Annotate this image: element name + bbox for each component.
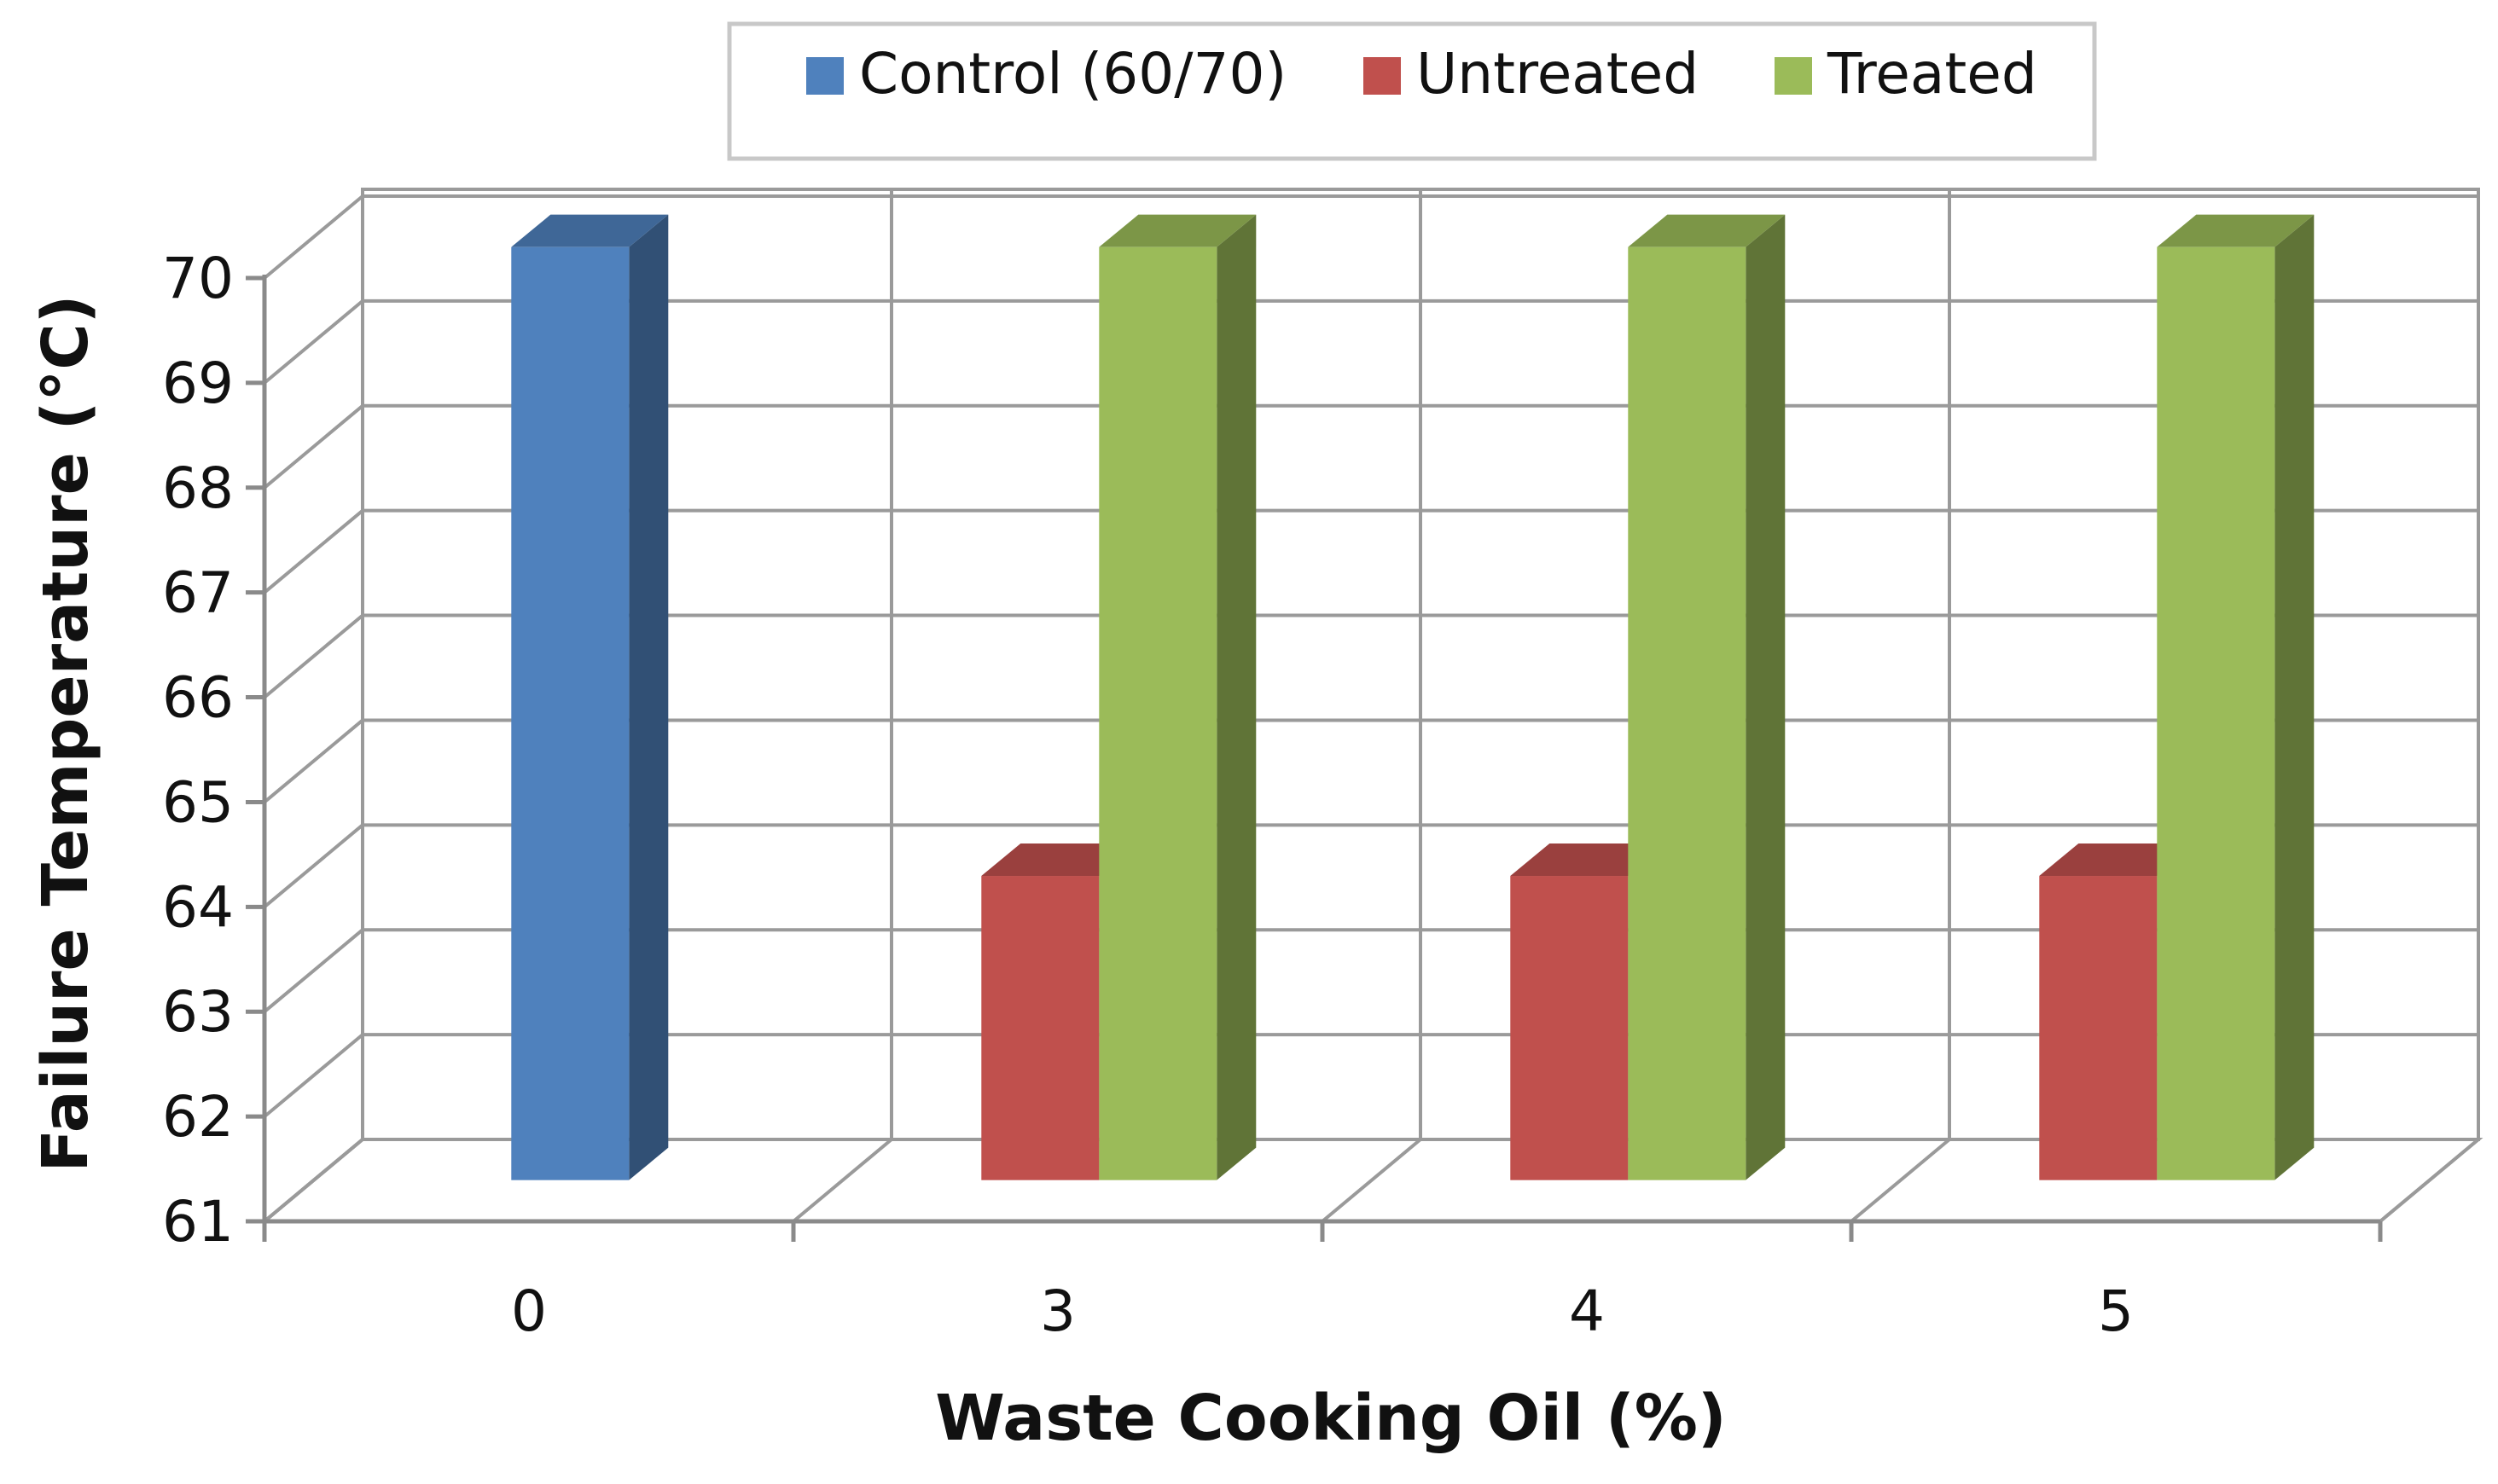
x-tick-label: 4: [1569, 1278, 1605, 1344]
bar-treated-4: [1628, 214, 1786, 1180]
legend: Control (60/70) Untreated Treated: [727, 21, 2097, 161]
y-tick-label: 62: [162, 1084, 234, 1150]
bar-front: [1628, 246, 1746, 1180]
y-tick-label: 64: [162, 874, 234, 940]
y-tick-label: 68: [162, 455, 234, 521]
legend-items: Control (60/70) Untreated Treated: [806, 41, 2037, 107]
bar-top: [511, 214, 669, 247]
side-gridline: [263, 509, 364, 594]
y-axis-title: Failure Temperature (°C): [29, 295, 102, 1173]
y-tick-label: 66: [162, 665, 234, 731]
side-gridline: [263, 404, 364, 490]
axes: [246, 275, 2383, 1242]
x-tick-labels: 0 3 4 5: [511, 1278, 2134, 1344]
floor-divider: [263, 1138, 364, 1223]
floor-divider: [792, 1138, 893, 1223]
x-axis-title: Waste Cooking Oil (%): [935, 1382, 1726, 1455]
y-tick-label: 69: [162, 351, 234, 416]
floor-divider: [2379, 1138, 2480, 1223]
side-gridline: [263, 823, 364, 908]
bar-front: [2157, 246, 2275, 1180]
legend-label: Untreated: [1416, 41, 1699, 107]
bar-front: [1510, 876, 1629, 1180]
y-tick-label: 63: [162, 979, 234, 1045]
bar-side: [629, 214, 669, 1180]
bar-front: [2039, 876, 2158, 1180]
y-tick-labels: 61 62 63 64 65 66 67 68 69 70: [162, 246, 234, 1255]
x-tick-label: 5: [2098, 1278, 2134, 1344]
y-tick-label: 61: [162, 1189, 234, 1255]
bar-side: [1746, 214, 1786, 1180]
side-gridline: [263, 194, 364, 280]
floor-divider: [1850, 1138, 1951, 1223]
legend-swatch: [1775, 57, 1812, 95]
bar-top: [1628, 214, 1786, 247]
bar-front: [1099, 246, 1217, 1180]
floor-divider: [1321, 1138, 1422, 1223]
side-gridline: [263, 614, 364, 699]
legend-swatch: [806, 57, 844, 95]
legend-item: Control (60/70): [806, 41, 1287, 107]
legend-swatch: [1363, 57, 1401, 95]
bar-side: [1217, 214, 1257, 1180]
side-gridline: [263, 718, 364, 803]
bar-side: [2274, 214, 2315, 1180]
y-tick-label: 65: [162, 769, 234, 835]
legend-item: Treated: [1775, 41, 2037, 107]
bars: [511, 214, 2315, 1180]
bar-front: [511, 246, 630, 1180]
bar-front: [981, 876, 1100, 1180]
bar-treated-3: [1099, 214, 1257, 1180]
side-gridline: [263, 1033, 364, 1118]
side-gridline: [263, 928, 364, 1013]
bar-top: [2157, 214, 2315, 247]
bar-treated-5: [2157, 214, 2315, 1180]
x-tick-label: 3: [1040, 1278, 1076, 1344]
legend-box: [727, 21, 2097, 161]
side-gridline: [263, 299, 364, 385]
legend-label: Control (60/70): [859, 41, 1287, 107]
bar-control-60-70--0: [511, 214, 669, 1180]
bar-top: [1099, 214, 1257, 247]
gridlines: [263, 189, 2480, 1223]
y-tick-label: 70: [162, 246, 234, 311]
y-tick-label: 67: [162, 560, 234, 626]
legend-item: Untreated: [1363, 41, 1699, 107]
x-tick-label: 0: [511, 1278, 547, 1344]
legend-label: Treated: [1827, 41, 2037, 107]
